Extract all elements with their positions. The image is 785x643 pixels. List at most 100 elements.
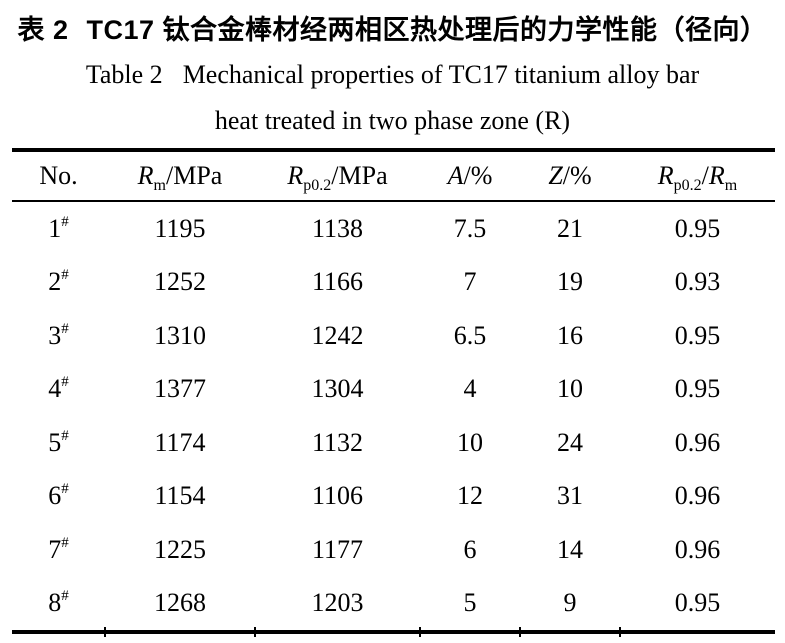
table-caption-english-text: Mechanical properties of TC17 titanium a… — [182, 60, 700, 89]
cell-reduction: 16 — [557, 320, 583, 350]
cell-rm: 1195 — [154, 213, 206, 243]
cell-ratio: 0.96 — [674, 534, 721, 564]
cell-elongation: 7 — [463, 267, 477, 297]
table-header-rule — [12, 200, 775, 202]
cell-sample-no: 2# — [48, 267, 69, 297]
table-bottom-rule — [12, 627, 775, 637]
cell-sample-no: 5# — [48, 427, 69, 457]
table-row: 7# 1225 1177 6 14 0.96 — [12, 523, 775, 577]
cell-sample-no: 1# — [48, 213, 69, 243]
cell-rp02: 1138 — [311, 213, 364, 243]
cell-elongation: 5 — [463, 588, 477, 618]
cell-sample-no: 8# — [48, 588, 69, 618]
column-boundary-tick — [104, 627, 106, 637]
cell-elongation: 10 — [457, 427, 483, 457]
column-header-a: A/% — [420, 163, 520, 189]
cell-rp02: 1166 — [311, 267, 364, 297]
table-row: 1# 1195 1138 7.5 21 0.95 — [12, 202, 775, 256]
cell-reduction: 14 — [557, 534, 583, 564]
column-boundary-tick — [619, 627, 621, 637]
slash: / — [701, 161, 709, 190]
table-caption-chinese-text: TC17 钛合金棒材经两相区热处理后的力学性能（径向） — [86, 15, 768, 45]
subscript-p02: p0.2 — [673, 177, 702, 194]
cell-rp02: 1177 — [311, 534, 364, 564]
column-boundary-tick — [419, 627, 421, 637]
cell-reduction: 31 — [557, 481, 583, 511]
cell-rp02: 1203 — [311, 588, 364, 618]
unit-mpa: /MPa — [331, 161, 388, 190]
subscript-p02: p0.2 — [303, 177, 332, 194]
table-row: 3# 1310 1242 6.5 16 0.95 — [12, 309, 775, 363]
table-caption-english-line1: Table 2 Mechanical properties of TC17 tit… — [0, 60, 785, 90]
cell-reduction: 10 — [557, 374, 583, 404]
table-header-row: No. Rm/MPa Rp0.2/MPa A/% Z/% Rp0.2/Rm — [12, 152, 775, 200]
cell-ratio: 0.95 — [674, 588, 721, 618]
cell-sample-no: 6# — [48, 481, 69, 511]
unit-percent: /% — [562, 161, 592, 190]
column-header-ratio: Rp0.2/Rm — [620, 161, 775, 194]
table-row: 4# 1377 1304 4 10 0.95 — [12, 363, 775, 417]
table-caption-chinese: 表 2 TC17 钛合金棒材经两相区热处理后的力学性能（径向） — [0, 8, 785, 47]
table-body: 1# 1195 1138 7.5 21 0.95 2# 1252 1166 7 … — [12, 202, 775, 630]
cell-rp02: 1132 — [311, 427, 364, 457]
table-row: 6# 1154 1106 12 31 0.96 — [12, 470, 775, 524]
column-boundary-tick — [519, 627, 521, 637]
cell-elongation: 12 — [457, 481, 483, 511]
cell-sample-no: 7# — [48, 534, 69, 564]
table-caption-english-label: Table 2 — [85, 60, 163, 89]
unit-mpa: /MPa — [166, 161, 223, 190]
cell-rp02: 1106 — [311, 481, 364, 511]
hash-superscript: # — [61, 213, 69, 230]
cell-rp02: 1242 — [311, 320, 364, 350]
cell-elongation: 4 — [463, 374, 477, 404]
cell-reduction: 19 — [557, 267, 583, 297]
cell-ratio: 0.95 — [674, 320, 721, 350]
data-table: No. Rm/MPa Rp0.2/MPa A/% Z/% Rp0.2/Rm 1#… — [12, 148, 775, 637]
table-row: 2# 1252 1166 7 19 0.93 — [12, 256, 775, 310]
symbol-rm: R — [137, 161, 154, 190]
cell-reduction: 21 — [557, 213, 583, 243]
column-header-z: Z/% — [520, 163, 620, 189]
cell-elongation: 6 — [463, 534, 477, 564]
table-caption-english-line2: heat treated in two phase zone (R) — [214, 106, 571, 135]
column-header-no: No. — [39, 161, 78, 190]
cell-rm: 1154 — [154, 481, 206, 511]
cell-ratio: 0.96 — [674, 481, 721, 511]
cell-ratio: 0.96 — [674, 427, 721, 457]
hash-superscript: # — [61, 588, 69, 605]
cell-reduction: 9 — [563, 588, 577, 618]
hash-superscript: # — [61, 534, 69, 551]
hash-superscript: # — [61, 320, 69, 337]
symbol-rp02: R — [657, 161, 674, 190]
cell-sample-no: 3# — [48, 320, 69, 350]
symbol-rm: R — [708, 161, 725, 190]
cell-elongation: 6.5 — [453, 320, 487, 350]
column-boundary-tick — [254, 627, 256, 637]
table-row: 5# 1174 1132 10 24 0.96 — [12, 416, 775, 470]
column-header-rm: Rm/MPa — [105, 161, 255, 194]
symbol-rp02: R — [287, 161, 304, 190]
cell-sample-no: 4# — [48, 374, 69, 404]
cell-ratio: 0.95 — [674, 374, 721, 404]
cell-elongation: 7.5 — [453, 213, 487, 243]
column-header-rp02: Rp0.2/MPa — [255, 161, 420, 194]
table-row: 8# 1268 1203 5 9 0.95 — [12, 577, 775, 631]
subscript-m: m — [724, 177, 738, 194]
cell-rp02: 1304 — [311, 374, 364, 404]
cell-rm: 1377 — [154, 374, 206, 404]
cell-rm: 1174 — [154, 427, 206, 457]
cell-rm: 1268 — [154, 588, 206, 618]
cell-rm: 1225 — [154, 534, 206, 564]
hash-superscript: # — [61, 427, 69, 444]
cell-rm: 1310 — [154, 320, 206, 350]
cell-reduction: 24 — [557, 427, 583, 457]
hash-superscript: # — [61, 481, 69, 498]
table-top-rule — [12, 148, 775, 152]
cell-ratio: 0.95 — [674, 213, 721, 243]
unit-percent: /% — [463, 161, 493, 190]
cell-rm: 1252 — [154, 267, 206, 297]
symbol-a: A — [447, 161, 464, 190]
hash-superscript: # — [61, 267, 69, 284]
subscript-m: m — [153, 177, 166, 194]
